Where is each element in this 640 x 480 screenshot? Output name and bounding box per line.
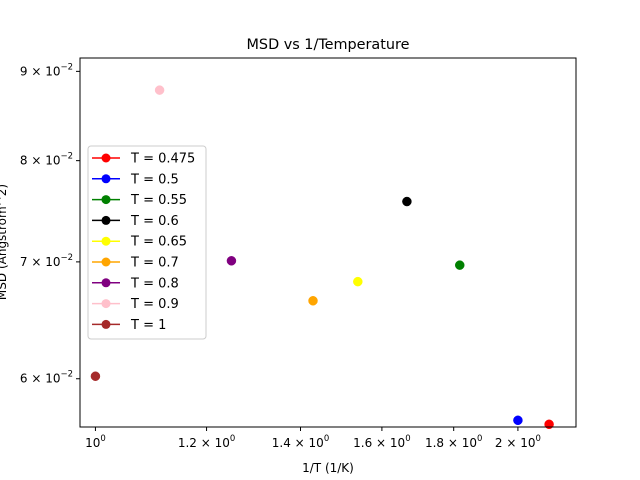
y-tick-label-3: 9 × 10−2 bbox=[20, 62, 73, 78]
plot-area-frame bbox=[79, 57, 577, 428]
y-axis-ticks: 6 × 10−27 × 10−28 × 10−29 × 10−2 bbox=[20, 62, 80, 386]
y-tick-mantissa: 9 × 10 bbox=[20, 64, 61, 78]
data-point-series-2 bbox=[455, 260, 465, 270]
x-tick-label-0: 100 bbox=[85, 434, 106, 450]
x-tick-label-3: 1.6 × 100 bbox=[353, 434, 410, 450]
legend-marker-4 bbox=[101, 236, 111, 246]
data-point-series-4 bbox=[353, 276, 363, 287]
legend-label-8: T = 1 bbox=[130, 318, 166, 333]
y-tick-label-0: 6 × 10−2 bbox=[20, 370, 73, 386]
legend: T = 0.475 T = 0.5 T = 0.55 T = 0.6 T = 0.65 T… bbox=[87, 145, 207, 340]
y-tick-label-1: 7 × 10−2 bbox=[20, 253, 73, 269]
x-tick-mantissa: 1.4 × 10 bbox=[272, 436, 324, 450]
chart-title: MSD vs 1/Temperature bbox=[247, 37, 410, 53]
x-tick-label-5: 2 × 100 bbox=[495, 434, 541, 450]
legend-marker-1 bbox=[101, 174, 111, 184]
data-point-series-3 bbox=[402, 196, 412, 207]
x-tick-exponent: 0 bbox=[230, 434, 235, 444]
legend-marker-0 bbox=[101, 153, 111, 163]
data-points bbox=[90, 85, 554, 430]
legend-label-5: T = 0.7 bbox=[130, 256, 179, 271]
y-tick-mantissa: 8 × 10 bbox=[20, 154, 61, 168]
y-tick-exponent: −2 bbox=[60, 253, 73, 263]
y-axis-label: MSD (Angstrom^2) bbox=[0, 184, 9, 300]
y-tick-mantissa: 6 × 10 bbox=[20, 372, 61, 386]
x-tick-exponent: 0 bbox=[324, 434, 329, 444]
legend-marker-2 bbox=[101, 195, 111, 205]
legend-label-0: T = 0.475 bbox=[130, 152, 195, 167]
y-tick-exponent: −2 bbox=[60, 62, 73, 72]
data-point-series-8 bbox=[90, 371, 101, 381]
x-tick-mantissa: 1.8 × 10 bbox=[425, 436, 477, 450]
y-tick-exponent: −2 bbox=[60, 152, 73, 162]
data-point-series-1 bbox=[513, 415, 523, 426]
x-tick-mantissa: 10 bbox=[85, 436, 100, 450]
x-tick-label-4: 1.8 × 100 bbox=[425, 434, 482, 450]
legend-label-7: T = 0.9 bbox=[130, 297, 179, 312]
x-tick-label-2: 1.4 × 100 bbox=[272, 434, 329, 450]
legend-label-1: T = 0.5 bbox=[130, 172, 179, 187]
x-tick-mantissa: 2 × 10 bbox=[495, 436, 536, 450]
data-point-series-5 bbox=[308, 296, 318, 306]
legend-label-2: T = 0.55 bbox=[130, 193, 187, 208]
x-tick-exponent: 0 bbox=[477, 434, 482, 444]
legend-marker-5 bbox=[101, 257, 111, 267]
legend-label-3: T = 0.6 bbox=[130, 214, 179, 229]
x-tick-mantissa: 1.2 × 10 bbox=[178, 436, 230, 450]
x-tick-mantissa: 1.6 × 10 bbox=[353, 436, 405, 450]
y-tick-mantissa: 7 × 10 bbox=[20, 255, 61, 269]
legend-marker-3 bbox=[101, 215, 111, 225]
legend-label-6: T = 0.8 bbox=[130, 276, 179, 291]
x-axis-label: 1/T (1/K) bbox=[302, 461, 354, 475]
legend-marker-8 bbox=[101, 319, 111, 329]
data-point-series-7 bbox=[154, 85, 165, 95]
x-tick-exponent: 0 bbox=[100, 434, 105, 444]
legend-marker-7 bbox=[101, 299, 111, 309]
data-point-series-6 bbox=[226, 256, 237, 266]
x-tick-label-1: 1.2 × 100 bbox=[178, 434, 235, 450]
y-tick-exponent: −2 bbox=[60, 370, 73, 380]
x-tick-exponent: 0 bbox=[535, 434, 540, 444]
x-axis-ticks: 100 1.2 × 100 1.4 × 100 1.6 × 100 1.8 × 100 2… bbox=[85, 427, 541, 450]
legend-label-4: T = 0.65 bbox=[130, 235, 187, 250]
legend-box bbox=[87, 145, 207, 340]
x-tick-exponent: 0 bbox=[405, 434, 410, 444]
legend-marker-6 bbox=[101, 278, 111, 288]
y-tick-label-2: 8 × 10−2 bbox=[20, 152, 73, 168]
